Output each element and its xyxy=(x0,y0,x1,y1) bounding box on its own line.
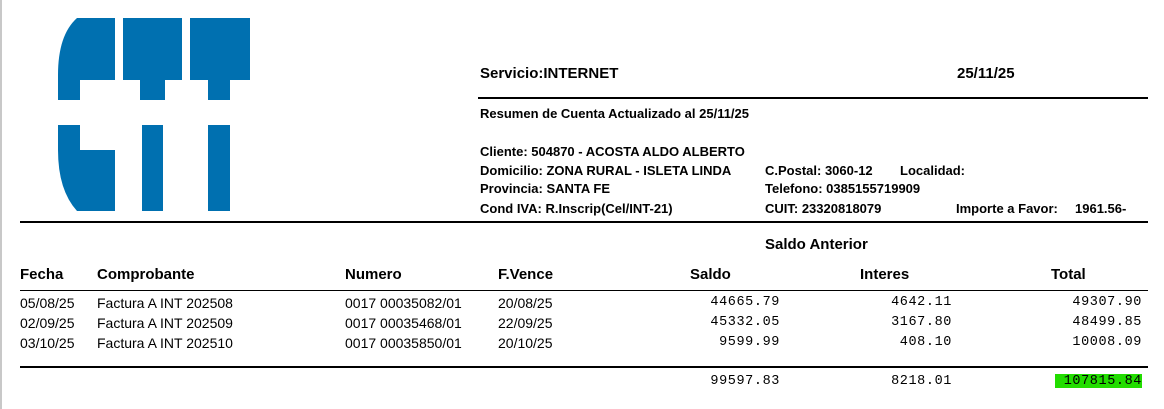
cell-numero: 0017 00035082/01 xyxy=(345,295,462,311)
credit-amount-value: 1961.56- xyxy=(1075,201,1127,216)
client-locality: Localidad: xyxy=(900,163,966,178)
cell-total: 10008.09 xyxy=(1072,335,1142,350)
client-phone: Telefono: 0385155719909 xyxy=(765,181,921,196)
divider xyxy=(478,97,1148,99)
cell-fecha: 02/09/25 xyxy=(20,315,75,331)
account-summary-title: Resumen de Cuenta Actualizado al 25/11/2… xyxy=(480,106,750,121)
cell-saldo: 9599.99 xyxy=(719,335,780,350)
column-header-fecha: Fecha xyxy=(20,266,64,283)
cell-numero: 0017 00035468/01 xyxy=(345,315,462,331)
cell-fvence: 20/08/25 xyxy=(498,295,553,311)
client-postal-code: C.Postal: 3060-12 xyxy=(765,163,873,178)
total-interes: 8218.01 xyxy=(891,374,952,389)
logo-letter-t1-top xyxy=(123,18,182,100)
cell-fvence: 22/09/25 xyxy=(498,315,553,331)
credit-amount-label: Importe a Favor: xyxy=(956,201,1058,216)
cell-fvence: 20/10/25 xyxy=(498,335,553,351)
cell-total: 48499.85 xyxy=(1072,315,1142,330)
cell-fecha: 05/08/25 xyxy=(20,295,75,311)
client-iva: Cond IVA: R.Inscrip(Cel/INT-21) xyxy=(480,201,673,216)
cell-fecha: 03/10/25 xyxy=(20,335,75,351)
divider xyxy=(20,290,1148,291)
service-title: Servicio:INTERNET xyxy=(480,65,619,82)
cell-interes: 408.10 xyxy=(899,335,952,350)
client-province: Provincia: SANTA FE xyxy=(480,181,611,196)
header-date: 25/11/25 xyxy=(957,65,1015,82)
column-header-saldo: Saldo xyxy=(690,266,731,283)
logo-letter-t1-stem xyxy=(142,125,163,211)
client-address: Domicilio: ZONA RURAL - ISLETA LINDA xyxy=(480,163,732,178)
total-highlight xyxy=(1055,374,1142,388)
cell-interes: 3167.80 xyxy=(891,315,952,330)
cell-interes: 4642.11 xyxy=(891,295,952,310)
cell-comprobante: Factura A INT 202509 xyxy=(97,315,233,331)
cell-comprobante: Factura A INT 202510 xyxy=(97,335,233,351)
column-header-interes: Interes xyxy=(860,266,910,283)
total-amount: 107815.84 xyxy=(1063,374,1142,389)
cell-saldo: 44665.79 xyxy=(710,295,780,310)
client-name: Cliente: 504870 - ACOSTA ALDO ALBERTO xyxy=(480,144,745,159)
cell-numero: 0017 00035850/01 xyxy=(345,335,462,351)
total-saldo: 99597.83 xyxy=(710,374,780,389)
column-header-fvence: F.Vence xyxy=(498,266,554,283)
logo-letter-c-top xyxy=(58,18,115,100)
divider xyxy=(20,366,1148,368)
column-header-comprobante: Comprobante xyxy=(97,266,195,283)
logo-letter-t2-stem xyxy=(208,125,230,211)
ctt-logo xyxy=(58,18,250,211)
section-title: Saldo Anterior xyxy=(765,236,868,253)
logo-letter-c-bottom xyxy=(58,125,115,211)
logo-letter-t2-top xyxy=(190,18,250,100)
cell-total: 49307.90 xyxy=(1072,295,1142,310)
client-cuit: CUIT: 23320818079 xyxy=(765,201,882,216)
divider xyxy=(20,221,1148,223)
page-edge xyxy=(0,0,2,409)
column-header-total: Total xyxy=(1051,266,1086,283)
cell-saldo: 45332.05 xyxy=(710,315,780,330)
column-header-numero: Numero xyxy=(345,266,402,283)
cell-comprobante: Factura A INT 202508 xyxy=(97,295,233,311)
